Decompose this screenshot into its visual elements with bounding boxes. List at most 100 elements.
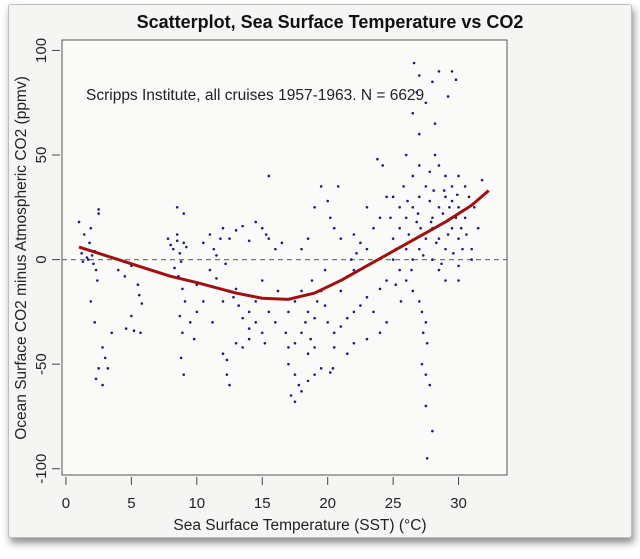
data-point (247, 337, 251, 341)
data-point (378, 287, 382, 291)
fit-line (78, 189, 490, 301)
data-point (97, 367, 100, 370)
data-point (264, 233, 268, 236)
data-point (202, 241, 205, 245)
data-point (97, 208, 100, 211)
data-point (339, 237, 343, 240)
data-point (385, 279, 388, 282)
data-point (476, 226, 480, 230)
data-point (212, 247, 216, 251)
data-point (339, 289, 343, 293)
data-point (82, 233, 86, 236)
data-point (228, 237, 231, 240)
data-point (274, 247, 277, 251)
data-point (300, 247, 303, 251)
data-point (241, 346, 244, 349)
data-point (263, 341, 267, 345)
data-point (365, 206, 369, 209)
data-point (287, 346, 290, 349)
data-point (378, 216, 382, 220)
data-point (306, 310, 310, 314)
data-point (260, 279, 264, 282)
data-point (136, 283, 140, 286)
data-point (437, 268, 441, 272)
data-point (346, 352, 349, 356)
data-point (454, 78, 458, 82)
data-point (398, 226, 401, 230)
data-point (208, 233, 212, 236)
data-point (178, 252, 182, 255)
data-point (359, 304, 362, 307)
data-point (391, 195, 395, 199)
data-point (428, 170, 432, 174)
data-point (123, 275, 127, 278)
data-point (429, 220, 433, 224)
data-point (472, 206, 476, 209)
y-tick-label: -100 (33, 454, 50, 484)
data-point (81, 260, 85, 263)
data-point (418, 195, 421, 199)
data-point (173, 266, 176, 270)
data-point (332, 346, 336, 349)
data-point (137, 293, 141, 297)
data-point (215, 277, 218, 280)
data-point (431, 80, 434, 84)
data-point (381, 164, 384, 167)
data-point (402, 185, 405, 188)
data-point (418, 132, 421, 136)
data-point (437, 237, 441, 240)
data-point (378, 331, 382, 335)
data-point (96, 279, 99, 282)
data-point (247, 239, 251, 243)
data-point (175, 233, 179, 236)
data-point (411, 289, 415, 293)
data-point (219, 237, 222, 240)
data-point (431, 258, 434, 261)
data-point (221, 352, 225, 356)
y-tick-label: 0 (33, 255, 50, 263)
data-point (188, 321, 192, 324)
data-point (287, 310, 290, 314)
data-point (208, 268, 212, 272)
data-point (372, 226, 375, 230)
data-point (470, 258, 473, 261)
data-point (221, 300, 225, 303)
data-point (178, 314, 182, 318)
data-point (420, 310, 424, 314)
data-point (241, 224, 244, 228)
data-point (480, 178, 484, 182)
data-point (139, 331, 142, 335)
data-point (432, 189, 436, 192)
data-point (336, 185, 340, 188)
x-tick-label: 5 (127, 495, 135, 512)
data-point (437, 70, 441, 73)
data-point (424, 321, 428, 324)
data-point (175, 239, 179, 243)
data-point (182, 373, 186, 376)
data-point (399, 300, 403, 303)
data-point (425, 341, 429, 345)
data-point (404, 153, 408, 157)
data-point (450, 199, 454, 203)
data-point (287, 362, 290, 366)
data-point (365, 295, 369, 299)
data-point (433, 153, 437, 157)
data-point (140, 302, 144, 305)
data-point (94, 377, 98, 381)
data-point (225, 358, 229, 362)
data-point (225, 373, 229, 376)
data-point (416, 212, 420, 215)
data-point (431, 429, 434, 433)
data-point (457, 174, 460, 178)
data-point (444, 174, 447, 178)
data-point (444, 279, 447, 282)
data-point (267, 310, 271, 314)
data-point (394, 283, 398, 286)
data-point (352, 268, 356, 272)
data-point (313, 373, 316, 376)
data-point (319, 367, 323, 370)
data-point (86, 258, 90, 261)
data-point (85, 256, 89, 259)
data-point (411, 111, 415, 115)
